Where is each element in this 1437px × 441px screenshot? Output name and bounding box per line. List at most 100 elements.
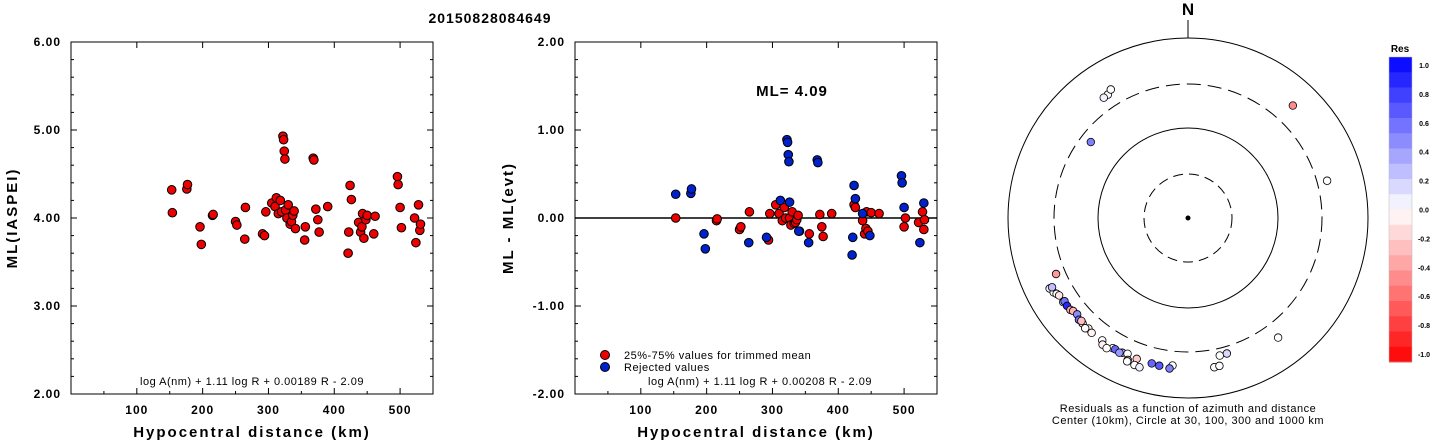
residual-point <box>1099 93 1108 102</box>
data-point <box>915 237 925 248</box>
colorbar-tick-label: -0.4 <box>1418 265 1430 272</box>
data-point <box>857 208 868 219</box>
colorbar-cell <box>1389 331 1412 348</box>
x-tick-label: 100 <box>125 403 148 417</box>
caption-line-2: Center (10km), Circle at 30, 100, 300 an… <box>1052 415 1324 427</box>
ring-300km <box>1053 83 1323 353</box>
colorbar-tick-label: 1.0 <box>1419 63 1429 70</box>
y-tick-label: 4.00 <box>34 211 61 225</box>
residual-point <box>1122 357 1132 366</box>
data-point <box>917 207 928 217</box>
tick-group: 100 200 300 400 500 -2.00 -1.00 0.00 1.00 2.00 <box>533 35 937 417</box>
figure-title: 20150828084649 <box>428 10 551 26</box>
y-tick-label: -2.00 <box>533 387 565 401</box>
colorbar-cell <box>1389 224 1412 241</box>
data-point <box>345 180 355 191</box>
data-point <box>261 207 271 217</box>
data-point <box>311 204 321 214</box>
data-point <box>826 208 837 219</box>
data-point <box>866 207 876 218</box>
legend-label-rejected: Rejected values <box>624 362 710 374</box>
data-point <box>919 198 929 208</box>
data-point <box>239 234 250 244</box>
data-point <box>393 179 403 190</box>
colorbar-cell <box>1389 346 1412 363</box>
data-point <box>196 239 207 250</box>
colorbar-tick-label: 0.4 <box>1419 150 1429 157</box>
data-point <box>280 154 290 164</box>
data-point <box>700 244 711 254</box>
data-point <box>232 220 242 230</box>
data-point <box>322 201 333 212</box>
ring-100km <box>1097 127 1279 309</box>
x-tick-label: 400 <box>323 403 346 417</box>
data-point <box>275 195 286 206</box>
data-point <box>744 207 755 217</box>
y-tick-label: 2.00 <box>538 35 565 49</box>
tick-group: 100 200 300 400 500 2.00 3.00 4.00 5.00 6.00 <box>34 35 433 417</box>
data-point <box>343 248 353 258</box>
residual-point <box>1147 359 1156 368</box>
data-point <box>289 206 299 216</box>
data-point <box>359 233 369 244</box>
data-point <box>817 222 827 232</box>
colorbar-cell <box>1389 194 1412 210</box>
data-point <box>919 224 929 235</box>
data-point <box>849 180 859 191</box>
y-tick-label: 2.00 <box>34 387 61 401</box>
data-point <box>847 232 858 243</box>
colorbar-title: Res <box>1391 44 1410 55</box>
data-point <box>290 223 301 234</box>
residual-vs-distance-plot: 100 200 300 400 500 -2.00 -1.00 0.00 1.00 2.00 ML… <box>500 35 938 441</box>
x-tick-label: 100 <box>629 403 652 417</box>
data-point <box>370 211 380 222</box>
colorbar-tick-label: -1.0 <box>1418 352 1430 359</box>
data-point <box>392 171 403 182</box>
data-point <box>313 214 323 225</box>
data-point <box>897 178 907 188</box>
legend-marker-rejected <box>600 362 610 372</box>
data-point <box>699 229 709 239</box>
colorbar-cell <box>1389 179 1412 195</box>
data-point <box>195 222 205 232</box>
data-point <box>182 179 193 190</box>
residual-point <box>1135 363 1144 372</box>
data-point <box>208 209 218 220</box>
residual-point <box>1080 324 1090 333</box>
data-point <box>357 222 367 232</box>
data-point <box>314 227 324 237</box>
data-point <box>240 202 251 213</box>
legend-marker-accepted <box>600 350 610 360</box>
residual-point <box>1087 328 1096 338</box>
colorbar-cells <box>1388 56 1413 363</box>
residual-point <box>1273 333 1283 342</box>
colorbar-tick-label: -0.8 <box>1418 323 1430 330</box>
data-point <box>784 197 795 207</box>
data-point <box>395 202 405 213</box>
data-point <box>793 210 803 221</box>
data-point <box>686 184 697 194</box>
colorbar-tick-label: 0.2 <box>1419 179 1429 186</box>
data-point <box>299 235 310 245</box>
colorbar-cell <box>1389 240 1412 256</box>
colorbar-tick-label: 0.0 <box>1419 208 1429 215</box>
y-tick-label: 1.00 <box>538 123 565 137</box>
residual-point <box>1322 176 1332 185</box>
y-tick-label: 5.00 <box>34 123 61 137</box>
ml-annotation: ML= 4.09 <box>756 83 828 100</box>
colorbar-cell <box>1389 118 1412 134</box>
x-tick-label: 200 <box>695 403 718 417</box>
north-label: N <box>1182 0 1194 19</box>
data-point <box>899 202 909 213</box>
y-tick-label: 3.00 <box>34 299 61 313</box>
data-point <box>411 237 421 248</box>
colorbar-cell <box>1389 57 1412 73</box>
colorbar-cell <box>1389 301 1412 317</box>
residual-point <box>1155 361 1164 370</box>
x-tick-label: 200 <box>191 403 214 417</box>
data-point <box>899 222 909 232</box>
data-point <box>818 231 828 242</box>
data-point <box>712 214 722 224</box>
x-axis-label: Hypocentral distance (km) <box>637 424 875 441</box>
y-tick-label: 0.00 <box>538 211 565 225</box>
